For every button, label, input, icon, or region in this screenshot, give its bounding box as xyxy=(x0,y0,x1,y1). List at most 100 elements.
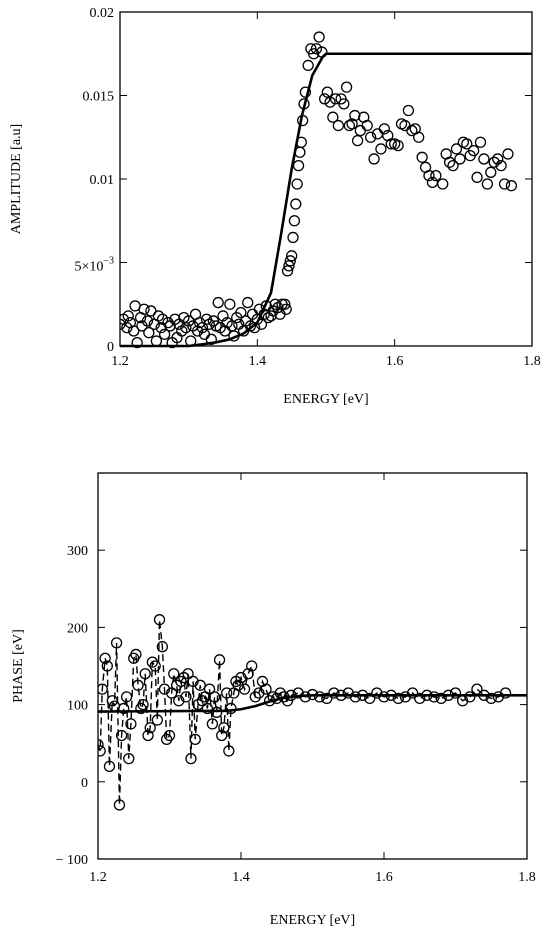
data-point xyxy=(437,178,449,190)
data-point xyxy=(306,688,319,701)
data-point xyxy=(392,692,404,705)
data-point xyxy=(98,739,104,751)
data-point xyxy=(321,86,334,98)
data-point xyxy=(421,689,433,701)
y-tick-label-base: 5×10 xyxy=(74,260,103,275)
data-point xyxy=(180,691,192,703)
data-point xyxy=(329,93,342,105)
data-point xyxy=(98,683,108,695)
x-tick-label: 1.6 xyxy=(386,354,404,369)
y-tick-label: 0 xyxy=(81,776,88,791)
data-point xyxy=(106,695,118,707)
x-axis-title: ENERGY [eV] xyxy=(283,392,368,407)
plot-frame xyxy=(119,11,533,347)
data-point xyxy=(481,178,494,190)
data-point xyxy=(99,652,111,664)
data-point xyxy=(332,119,345,132)
data-point xyxy=(211,706,223,718)
data-point xyxy=(142,729,154,742)
y-tick-label: 0.015 xyxy=(83,90,115,105)
data-point xyxy=(368,153,380,165)
x-tick-label: 1.4 xyxy=(232,870,250,885)
data-point xyxy=(298,98,310,110)
data-point xyxy=(399,119,411,132)
data-point xyxy=(137,698,149,711)
data-point xyxy=(478,689,490,701)
data-point xyxy=(223,745,235,757)
data-point xyxy=(213,654,226,666)
data-point xyxy=(447,159,459,172)
data-point xyxy=(294,146,306,158)
data-point xyxy=(485,166,497,178)
data-point xyxy=(153,614,166,626)
data-point xyxy=(249,691,261,703)
data-point xyxy=(263,695,276,707)
data-point xyxy=(449,687,462,699)
data-point xyxy=(113,799,126,811)
data-point xyxy=(485,692,497,705)
y-tick-label: 200 xyxy=(67,621,88,636)
data-point xyxy=(279,298,291,310)
data-point xyxy=(144,722,156,734)
data-point xyxy=(212,296,224,309)
data-point xyxy=(203,683,216,695)
data-point xyxy=(224,298,236,310)
y-tick-label: 100 xyxy=(67,699,88,714)
data-point xyxy=(290,198,302,210)
data-point xyxy=(238,683,251,695)
x-tick-label: 1.6 xyxy=(375,870,393,885)
data-point xyxy=(292,159,305,172)
data-point xyxy=(131,337,143,349)
data-point xyxy=(354,124,366,137)
y-tick-label: 0.02 xyxy=(90,6,115,21)
data-point xyxy=(351,134,364,147)
data-point xyxy=(130,648,142,661)
data-point xyxy=(189,733,201,745)
plot-area xyxy=(98,614,527,811)
data-point xyxy=(125,718,137,730)
data-point xyxy=(467,144,480,157)
data-point xyxy=(349,109,361,122)
data-point xyxy=(492,153,504,165)
data-point xyxy=(299,691,312,703)
x-tick-label: 1.8 xyxy=(523,354,541,369)
data-point xyxy=(156,641,169,653)
data-point xyxy=(287,231,299,244)
y-tick-label-exponent: −3 xyxy=(103,256,114,267)
data-point xyxy=(364,131,377,143)
data-point xyxy=(302,59,314,72)
data-point xyxy=(430,170,442,182)
data-point xyxy=(295,136,307,148)
data-point xyxy=(291,178,303,190)
data-point xyxy=(288,215,301,227)
data-point xyxy=(274,687,286,699)
data-point xyxy=(232,679,244,691)
data-point xyxy=(478,153,490,165)
y-axis-title: AMPLITUDE [a.u] xyxy=(9,124,24,234)
data-point xyxy=(416,151,428,163)
data-point xyxy=(349,691,362,703)
data-point xyxy=(168,668,180,680)
data-point xyxy=(115,729,128,742)
x-axis-title: ENERGY [eV] xyxy=(270,913,355,928)
data-point xyxy=(255,318,268,330)
data-point xyxy=(346,118,358,130)
data-point xyxy=(385,138,397,150)
data-point xyxy=(338,98,350,110)
y-tick-label: 300 xyxy=(67,544,88,559)
data-point xyxy=(221,687,233,699)
data-point xyxy=(316,46,328,58)
data-point xyxy=(284,255,296,267)
data-point xyxy=(164,320,176,332)
y-tick-label: 0 xyxy=(107,340,114,355)
data-point xyxy=(123,752,135,765)
data-point xyxy=(488,156,500,168)
data-point xyxy=(165,687,178,699)
data-point xyxy=(278,691,290,703)
data-point xyxy=(454,153,466,165)
x-tick-label: 1.4 xyxy=(249,354,267,369)
data-point xyxy=(361,119,373,132)
data-point xyxy=(206,718,219,730)
data-point xyxy=(201,702,214,715)
data-point xyxy=(180,321,192,334)
